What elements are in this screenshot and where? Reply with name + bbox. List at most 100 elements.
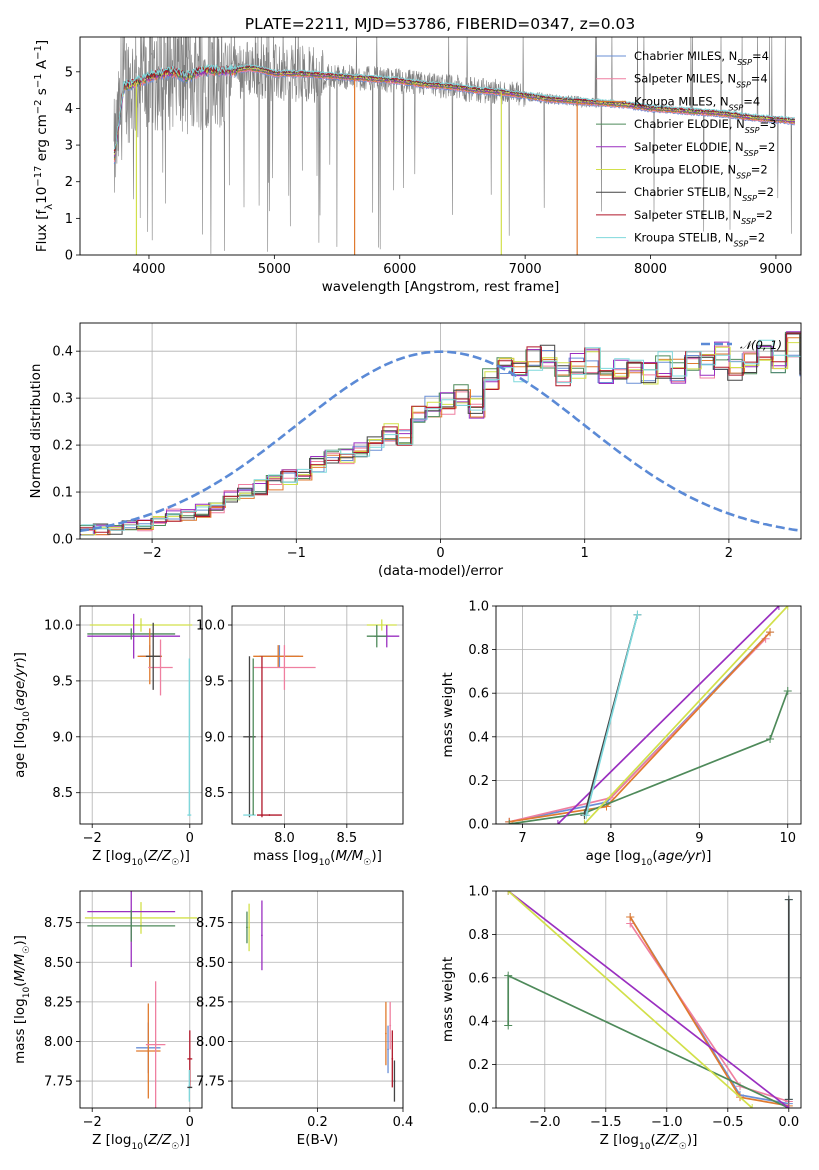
legend-entry: Chabrier ELODIE, NSSP=3 (634, 117, 776, 135)
legend-entry: Salpeter STELIB, NSSP=2 (634, 208, 773, 226)
weight-vs-age-y-label: mass weight (440, 672, 456, 757)
y-tick-label: 8.5 (204, 786, 225, 801)
y-tick-label: 0.2 (52, 439, 73, 454)
x-tick-label: 8.0 (274, 831, 295, 846)
weight-marker (633, 610, 642, 619)
data-point (140, 624, 142, 626)
x-tick-label: 0 (186, 1115, 194, 1130)
y-tick-label: 10.0 (44, 619, 73, 634)
spectrum-axes: 4000 5000 6000 7000 8000 9000 0 1 2 3 4 5 (65, 65, 793, 277)
y-tick-label: 7.75 (196, 1075, 225, 1090)
weight-line-salpeter-elodie (507, 891, 790, 1108)
y-tick-label: 8.75 (44, 916, 73, 931)
figure-title: PLATE=2211, MJD=53786, FIBERID=0347, z=0… (245, 15, 635, 33)
age-vs-Z-x-label: Z [log10(Z/Z☉)] (92, 848, 190, 868)
histogram-x-label: (data-model)/error (378, 563, 504, 579)
histogram-salpeter-elodie (80, 331, 801, 535)
y-tick-label: 9.0 (204, 730, 225, 745)
y-tick-label: 4 (65, 102, 73, 117)
x-tick-label: −1 (287, 546, 306, 561)
histogram-chabrier-elodie (80, 331, 801, 531)
y-tick-label: 0.3 (52, 392, 73, 407)
spectrum-legend: Chabrier MILES, NSSP=4 Salpeter MILES, NS… (596, 49, 776, 248)
x-tick-label: 8.5 (336, 831, 357, 846)
y-tick-label: 8.25 (196, 995, 225, 1010)
y-tick-label: 9.5 (204, 674, 225, 689)
model-line-salpeter-miles (113, 69, 796, 163)
x-tick-label: −2 (83, 831, 102, 846)
data-point (188, 735, 191, 738)
data-point (261, 735, 263, 738)
y-tick-label: 0 (65, 249, 73, 264)
y-tick-label: 7.75 (44, 1075, 73, 1090)
y-tick-label: 8.75 (196, 916, 225, 931)
y-tick-label: 0.0 (468, 1102, 489, 1117)
weight_vs_Z-axes: −2.0 −1.5 −1.0 −0.5 0.0 0.0 0.2 0.4 0.6 0.8 1.0 (468, 885, 801, 1130)
x-tick-label: 7000 (509, 262, 542, 277)
data-point (130, 633, 133, 635)
gaussian-curve (80, 350, 801, 533)
data-point (268, 814, 271, 816)
x-tick-label: −1.5 (590, 1115, 622, 1130)
weight-line-kroupa-miles (629, 916, 789, 1107)
histogram-plot (80, 331, 801, 536)
mass-vs-Z-y-label: mass [log10(M/M☉)] (12, 935, 32, 1064)
y-tick-label: 9.5 (52, 674, 73, 689)
legend-entry: Chabrier STELIB, NSSP=2 (634, 185, 774, 203)
mass_vs_ebv-axes: 0.2 0.4 7.75 8.00 8.25 8.50 8.75 (196, 891, 413, 1130)
model-line-chabrier-stelib (113, 64, 795, 153)
y-tick-label: 0.4 (468, 1015, 489, 1030)
histogram-frame (79, 322, 802, 540)
y-tick-label: 8.00 (44, 1035, 73, 1050)
y-tick-label: 8.00 (196, 1035, 225, 1050)
weight-marker (766, 734, 775, 743)
model-line-kroupa-stelib (113, 63, 795, 150)
y-tick-label: 0.2 (468, 774, 489, 789)
x-tick-label: 2 (725, 546, 733, 561)
data-point (188, 1086, 191, 1089)
x-tick-label: 7 (518, 831, 526, 846)
weight-marker (580, 820, 589, 824)
legend-entry: Chabrier MILES, NSSP=4 (634, 49, 769, 67)
data-point (277, 655, 280, 658)
weight-marker (504, 971, 513, 980)
mass-vs-ebv-frame (231, 890, 404, 1109)
data-point (188, 1084, 191, 1087)
mass-vs-Z-frame (79, 890, 203, 1109)
x-tick-label: 8000 (634, 262, 667, 277)
data-point (130, 924, 133, 927)
weight-marker (783, 606, 792, 610)
data-point (391, 1057, 394, 1060)
data-point (389, 1024, 392, 1027)
y-tick-label: 8.50 (196, 956, 225, 971)
legend-entry: Kroupa ELODIE, NSSP=2 (634, 163, 768, 181)
y-tick-label: 9.0 (52, 730, 73, 745)
weight-marker (784, 1104, 793, 1108)
data-point (393, 1080, 396, 1082)
histogram-kroupa-stelib (81, 339, 801, 531)
x-tick-label: 9 (695, 831, 703, 846)
x-tick-label: −2.0 (529, 1115, 561, 1130)
age-vs-Z-plot (87, 613, 193, 816)
age-vs-Z-frame (79, 605, 203, 825)
data-point (132, 635, 135, 638)
weight-marker (783, 687, 792, 696)
x-tick-label: 0 (436, 546, 444, 561)
x-tick-label: 8 (607, 831, 615, 846)
y-tick-label: 8.50 (44, 956, 73, 971)
y-tick-label: 0.4 (52, 345, 73, 360)
age_vs_Z-axes: −2 0 8.5 9.0 9.5 10.0 (44, 606, 202, 846)
y-tick-label: 8.25 (44, 995, 73, 1010)
data-point (375, 635, 378, 638)
weight-line-salpeter-miles (509, 638, 767, 823)
y-tick-label: 1.0 (468, 600, 489, 615)
weight-marker (784, 895, 793, 904)
weight-line-chabrier-miles (629, 916, 789, 1105)
y-tick-label: 0.8 (468, 643, 489, 658)
weight-line-chabrier-miles (509, 631, 771, 823)
legend-entry: Kroupa STELIB, NSSP=2 (634, 231, 765, 249)
data-point (385, 1032, 387, 1035)
x-tick-label: 9000 (759, 262, 792, 277)
histogram-y-label: Normed distribution (28, 364, 44, 499)
